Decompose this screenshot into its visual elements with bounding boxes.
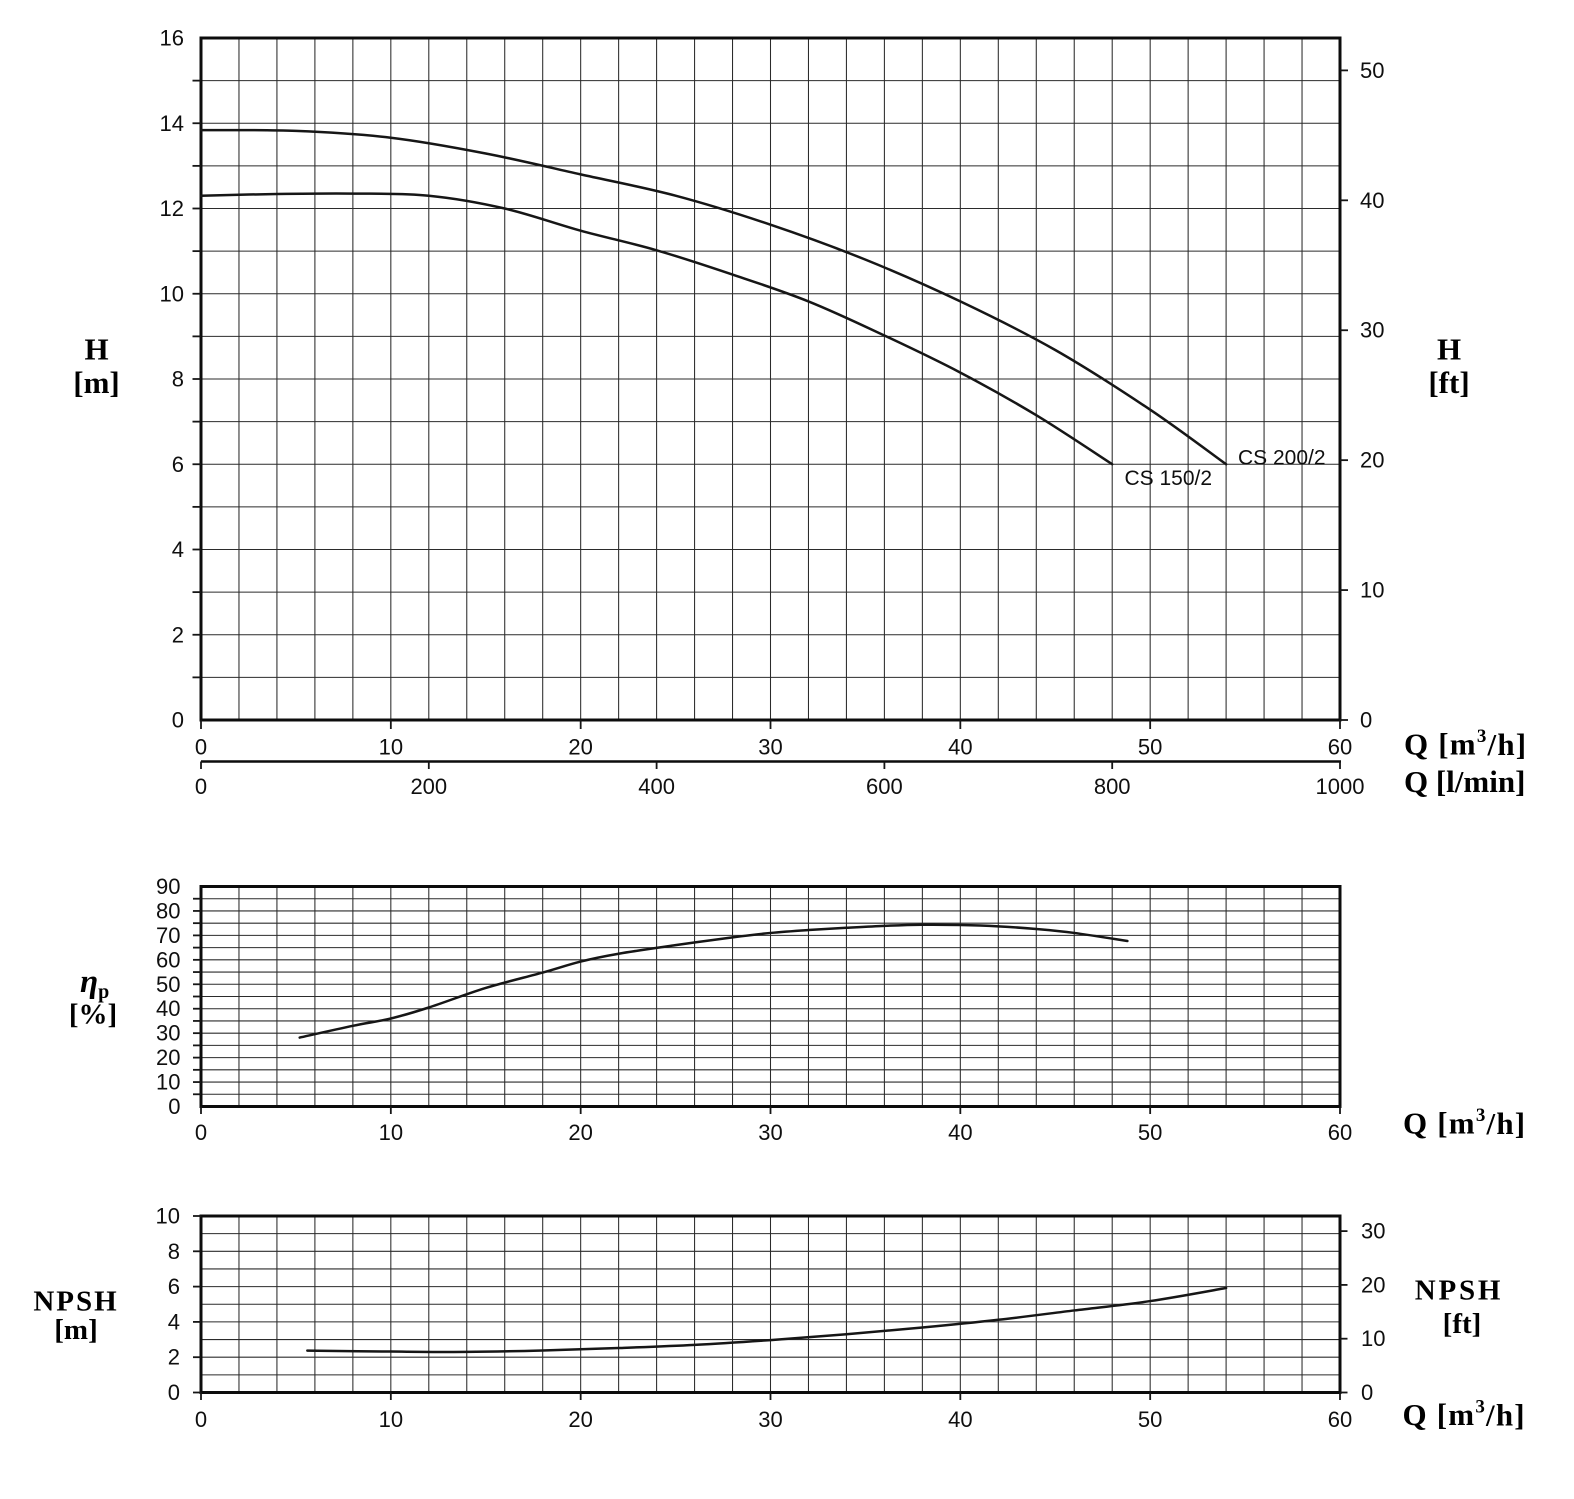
svg-text:50: 50	[1138, 1120, 1162, 1145]
svg-text:40: 40	[1360, 188, 1384, 213]
svg-text:0: 0	[1361, 1380, 1373, 1405]
svg-text:10: 10	[160, 281, 184, 306]
svg-text:2: 2	[168, 1345, 180, 1370]
svg-text:NPSH: NPSH	[33, 1286, 118, 1318]
svg-text:60: 60	[1328, 1120, 1352, 1145]
svg-text:20: 20	[568, 735, 592, 760]
svg-text:60: 60	[156, 947, 180, 972]
svg-text:30: 30	[758, 1407, 782, 1432]
svg-text:Q [m3/h]: Q [m3/h]	[1403, 1105, 1526, 1141]
svg-text:4: 4	[168, 1309, 180, 1334]
svg-text:40: 40	[948, 1120, 972, 1145]
svg-text:10: 10	[156, 1070, 180, 1095]
svg-text:20: 20	[1361, 1272, 1385, 1297]
svg-text:10: 10	[1361, 1326, 1385, 1351]
svg-text:20: 20	[1360, 448, 1384, 473]
svg-text:10: 10	[156, 1204, 180, 1229]
svg-text:Q [m3/h]: Q [m3/h]	[1403, 1396, 1526, 1432]
svg-text:4: 4	[172, 537, 184, 562]
svg-text:0: 0	[195, 735, 207, 760]
svg-text:0: 0	[195, 774, 207, 799]
svg-text:[m]: [m]	[73, 365, 119, 400]
svg-text:40: 40	[948, 735, 972, 760]
svg-text:[ft]: [ft]	[1428, 365, 1469, 400]
svg-text:10: 10	[379, 1120, 403, 1145]
svg-text:8: 8	[168, 1239, 180, 1264]
svg-text:NPSH: NPSH	[1415, 1275, 1504, 1307]
svg-text:[ft]: [ft]	[1443, 1308, 1482, 1340]
svg-text:200: 200	[410, 774, 447, 799]
svg-text:6: 6	[172, 452, 184, 477]
svg-text:CS 200/2: CS 200/2	[1238, 447, 1326, 470]
svg-text:Q [m3/h]: Q [m3/h]	[1404, 726, 1527, 762]
svg-text:14: 14	[160, 111, 184, 136]
svg-text:H: H	[84, 332, 108, 367]
svg-text:40: 40	[156, 996, 180, 1021]
svg-text:Q [l/min]: Q [l/min]	[1404, 764, 1525, 799]
svg-text:50: 50	[1138, 1407, 1162, 1432]
svg-text:6: 6	[168, 1274, 180, 1299]
svg-text:[%]: [%]	[69, 999, 117, 1031]
svg-text:16: 16	[160, 26, 184, 51]
svg-text:[m]: [m]	[54, 1314, 97, 1346]
svg-text:90: 90	[156, 874, 180, 899]
svg-text:30: 30	[1360, 318, 1384, 343]
svg-text:600: 600	[866, 774, 903, 799]
svg-text:20: 20	[568, 1407, 592, 1432]
svg-text:30: 30	[1361, 1219, 1385, 1244]
svg-text:0: 0	[195, 1120, 207, 1145]
svg-text:20: 20	[156, 1045, 180, 1070]
svg-text:80: 80	[156, 898, 180, 923]
svg-text:0: 0	[168, 1094, 180, 1119]
svg-text:10: 10	[1360, 578, 1384, 603]
svg-text:8: 8	[172, 367, 184, 392]
svg-text:30: 30	[758, 735, 782, 760]
svg-text:60: 60	[1328, 1407, 1352, 1432]
svg-text:20: 20	[568, 1120, 592, 1145]
svg-text:60: 60	[1328, 735, 1352, 760]
svg-text:1000: 1000	[1316, 774, 1365, 799]
svg-text:0: 0	[172, 708, 184, 733]
svg-text:ηp: ηp	[80, 964, 109, 1003]
svg-text:CS 150/2: CS 150/2	[1125, 467, 1213, 490]
svg-text:10: 10	[379, 735, 403, 760]
svg-text:0: 0	[195, 1407, 207, 1432]
svg-text:30: 30	[758, 1120, 782, 1145]
svg-text:50: 50	[1138, 735, 1162, 760]
svg-text:12: 12	[160, 196, 184, 221]
svg-text:400: 400	[638, 774, 675, 799]
svg-text:0: 0	[168, 1380, 180, 1405]
svg-text:2: 2	[172, 622, 184, 647]
svg-text:40: 40	[948, 1407, 972, 1432]
svg-text:800: 800	[1094, 774, 1131, 799]
svg-text:H: H	[1437, 332, 1461, 367]
svg-text:70: 70	[156, 923, 180, 948]
svg-text:10: 10	[379, 1407, 403, 1432]
svg-text:50: 50	[1360, 58, 1384, 83]
svg-text:50: 50	[156, 972, 180, 997]
svg-text:30: 30	[156, 1021, 180, 1046]
svg-text:0: 0	[1360, 708, 1372, 733]
